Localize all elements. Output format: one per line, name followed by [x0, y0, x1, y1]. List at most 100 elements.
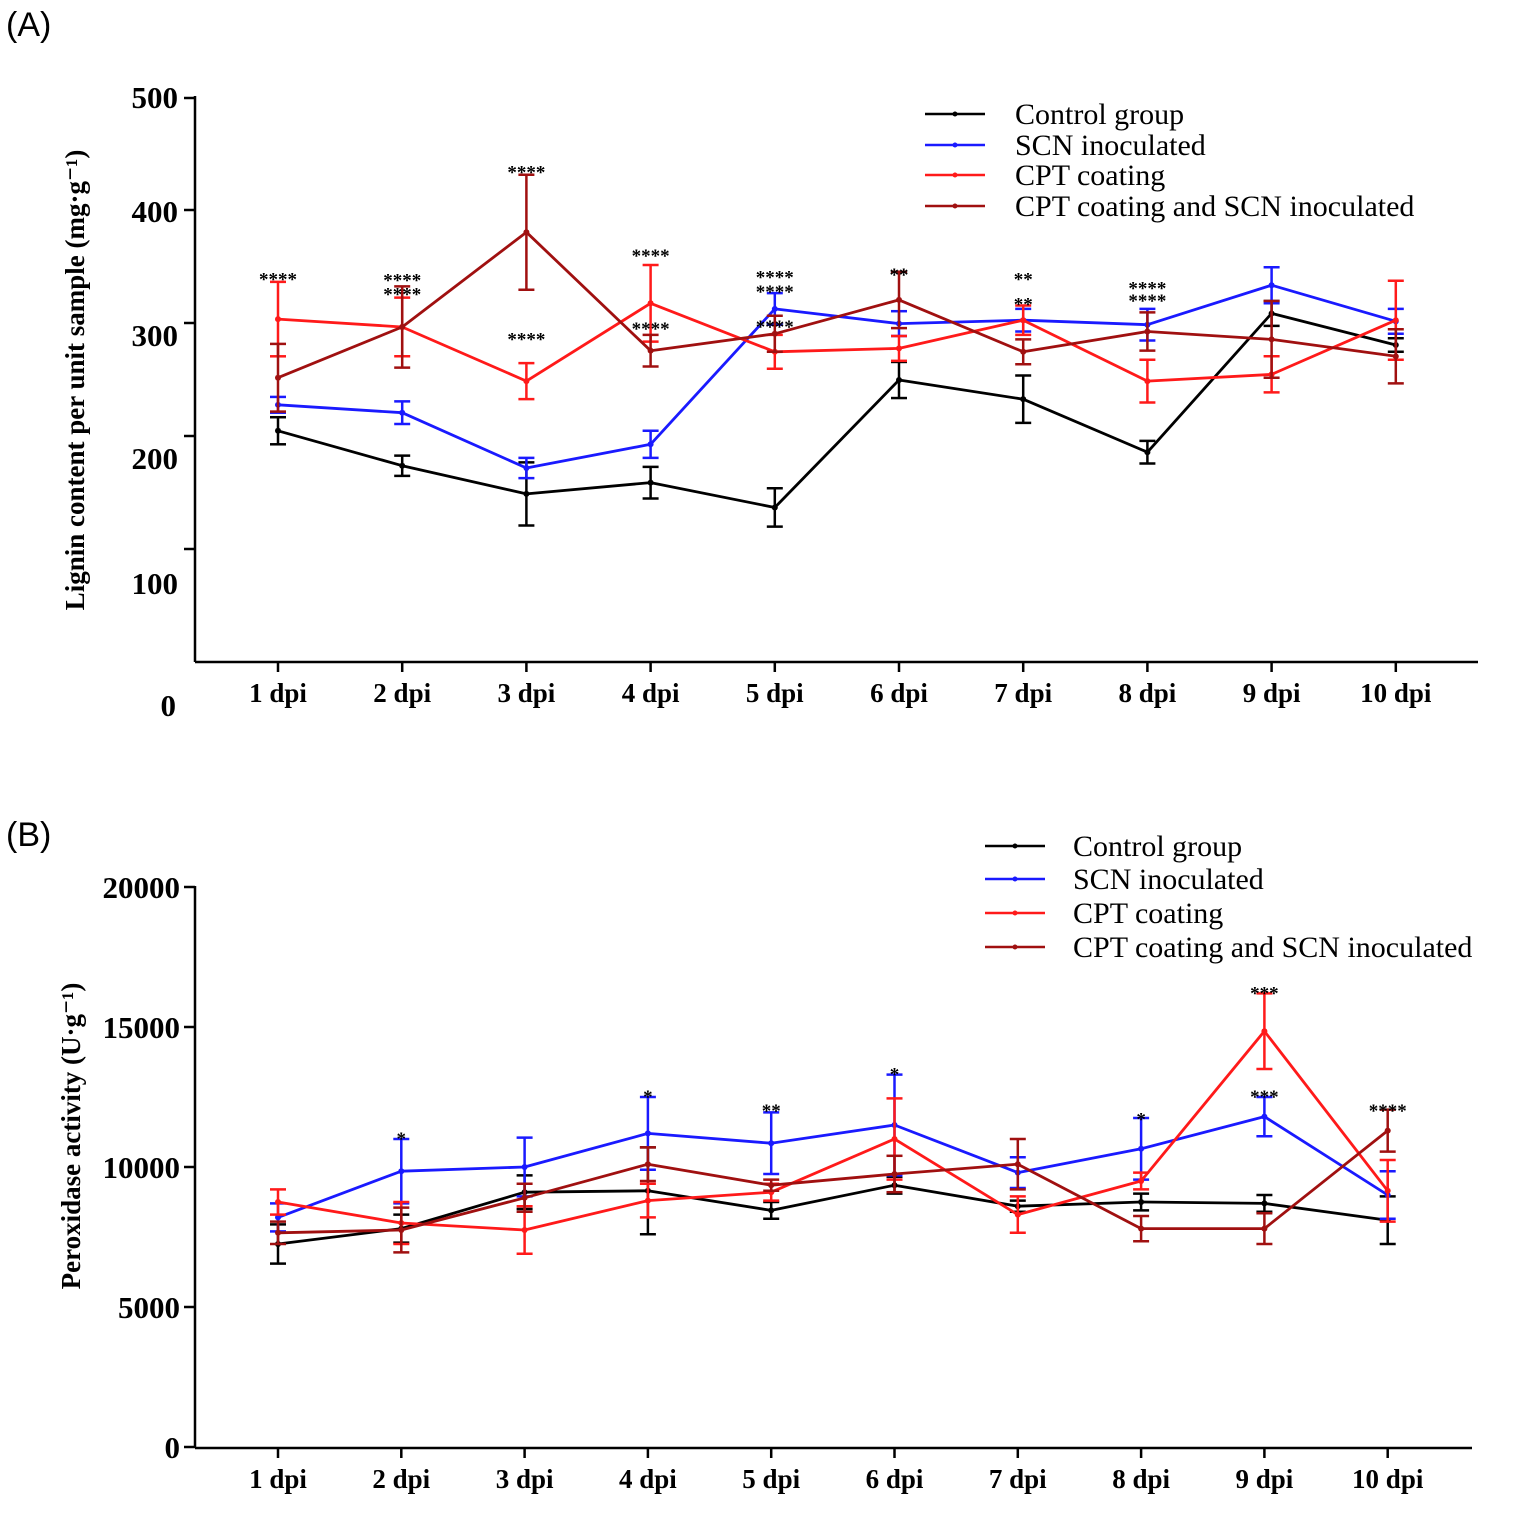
panel-a-ytick-400: 400: [132, 194, 179, 229]
panel-a-series-cpt_scn: [270, 173, 1404, 413]
panel-b-point-cpt: [891, 1136, 898, 1142]
panel-a-significance-mark: ****: [1128, 291, 1166, 312]
panel-a-significance-mark: ****: [383, 271, 421, 292]
panel-b-point-cpt_scn: [1138, 1225, 1145, 1232]
panel-a-series-cpt: [270, 263, 1404, 404]
panel-b-series-scn: [270, 1073, 1396, 1233]
panel-a-significance-mark: **: [1014, 270, 1033, 291]
legend-marker-scn: [1012, 876, 1018, 882]
panel-b-point-scn: [644, 1130, 651, 1137]
panel-a-xtick-label: 2 dpi: [373, 678, 431, 708]
panel-a-significance-mark: ****: [507, 329, 545, 350]
panel-a-significance-mark: ****: [507, 162, 545, 183]
panel-a-significance-mark: ****: [756, 267, 794, 288]
panel-a-significance-mark: ****: [1128, 279, 1166, 300]
panel-a-ytick-200: 200: [132, 441, 179, 476]
legend-label-scn: SCN inoculated: [1015, 129, 1206, 162]
panel-a-point-cpt: [1144, 378, 1151, 385]
panel-b-y-axis-label: Peroxidase activity (U·g⁻¹): [56, 983, 86, 1290]
panel-a-series-control: [270, 299, 1404, 528]
panel-b-point-cpt_scn: [1384, 1127, 1391, 1134]
panel-b-point-scn: [768, 1140, 775, 1147]
panel-a-significance-mark: **: [890, 265, 909, 286]
panel-b-significance-mark: *: [397, 1129, 407, 1150]
legend-label-cpt-scn: CPT coating and SCN inoculated: [1073, 931, 1472, 964]
panel-a-point-cpt: [1020, 317, 1027, 324]
panel-b-ytick-15000: 15000: [103, 1010, 181, 1045]
panel-b-xtick-label: 8 dpi: [1112, 1464, 1170, 1494]
panel-a-point-control: [896, 377, 902, 383]
panel-a-significance-mark: ****: [259, 270, 297, 291]
panel-a-line-control: [277, 311, 1397, 509]
panel-b-point-cpt_scn: [768, 1182, 775, 1189]
panel-b-xtick-label: 10 dpi: [1352, 1464, 1424, 1494]
panel-b-point-cpt_scn: [644, 1161, 651, 1168]
panel-a-point-cpt_scn: [1144, 328, 1151, 335]
panel-b-point-scn: [1138, 1145, 1145, 1152]
panel-a-point-scn: [523, 464, 530, 471]
panel-a-xtick-label: 1 dpi: [249, 678, 307, 708]
panel-a-y-axis-label: Lignin content per unit sample (mg·g⁻¹): [60, 150, 90, 611]
panel-a-point-scn: [399, 409, 406, 416]
panel-b-significance-mark: *: [890, 1065, 900, 1086]
panel-b-point-cpt: [1261, 1028, 1268, 1035]
panel-a-point-scn: [771, 305, 778, 312]
panel-a-point-cpt_scn: [647, 347, 654, 354]
panel-a-point-scn: [647, 441, 654, 448]
panel-b-point-cpt: [275, 1199, 281, 1205]
panel-b-point-cpt_scn: [398, 1227, 405, 1233]
legend-label-cpt: CPT coating: [1015, 159, 1165, 192]
panel-a-point-cpt: [1392, 317, 1399, 324]
panel-b-line-control: [277, 1183, 1388, 1246]
panel-b-xtick-label: 1 dpi: [249, 1464, 307, 1494]
panel-a-point-cpt_scn: [275, 374, 281, 381]
panel-a-xtick-label: 6 dpi: [870, 678, 928, 708]
panel-b-line-scn: [277, 1115, 1389, 1219]
panel-b-xtick-label: 2 dpi: [372, 1464, 430, 1494]
panel-a-point-cpt_scn: [523, 229, 530, 236]
panel-b-point-scn: [275, 1214, 281, 1221]
panel-b-legend: Control group SCN inoculated CPT coating…: [985, 830, 1472, 964]
panel-a-ytick-500: 500: [132, 80, 179, 115]
panel-a-point-control: [399, 462, 406, 469]
panel-b-series-cpt: [270, 992, 1396, 1256]
panel-b: (B) Peroxidase activity (U·g⁻¹) 20000 15…: [6, 816, 1472, 1494]
panel-a-ytick-100: 100: [132, 566, 179, 601]
panel-b-point-cpt_scn: [275, 1229, 281, 1236]
panel-b-significance-mark: *: [1136, 1109, 1146, 1130]
panel-a-point-cpt_scn: [896, 296, 902, 303]
panel-a-significance-mark: **: [1014, 294, 1033, 315]
panel-a-point-control: [1020, 396, 1027, 403]
panel-a-point-cpt: [896, 345, 902, 352]
panel-b-significance-mark: ***: [1250, 1087, 1279, 1108]
panel-b-plot-area: 1 dpi 2 dpi 3 dpi 4 dpi 5 dpi 6 dpi 7 dpi 8 dpi…: [249, 983, 1424, 1494]
panel-b-point-cpt_scn: [891, 1171, 898, 1177]
panel-a-significance-mark: ****: [756, 282, 794, 303]
panel-a-xtick-label: 5 dpi: [746, 678, 804, 708]
panel-a-point-control: [275, 427, 281, 434]
panel-a-significance-mark: ****: [383, 284, 421, 305]
panel-b-line-cpt_scn: [277, 1129, 1389, 1235]
panel-a-point-cpt_scn: [771, 330, 778, 337]
panel-a-point-cpt_scn: [1020, 348, 1027, 355]
panel-a-point-cpt_scn: [399, 323, 406, 330]
panel-a-ytick-0: 0: [161, 688, 177, 723]
legend-marker-cpt-scn: [1012, 944, 1018, 950]
panel-a-point-cpt_scn: [1392, 353, 1399, 360]
panel-b-point-cpt: [1384, 1187, 1391, 1194]
panel-b-xtick-label: 5 dpi: [742, 1464, 800, 1494]
panel-b-line-cpt: [277, 1029, 1389, 1232]
panel-b-xtick-label: 4 dpi: [619, 1464, 677, 1494]
panel-a-legend: Control group SCN inoculated CPT coating…: [925, 98, 1414, 223]
panel-b-xtick-label: 3 dpi: [496, 1464, 554, 1494]
panel-a-point-control: [647, 479, 654, 486]
panel-a-significance-mark: ****: [632, 319, 670, 340]
panel-b-point-scn: [521, 1164, 528, 1170]
panel-b-ytick-20000: 20000: [103, 870, 181, 905]
panel-a-point-control: [523, 490, 530, 497]
panel-b-point-cpt_scn: [1261, 1225, 1268, 1232]
panel-b-xtick-label: 6 dpi: [866, 1464, 924, 1494]
panel-a-significance-mark: ****: [756, 317, 794, 338]
panel-a-point-control: [771, 504, 778, 511]
